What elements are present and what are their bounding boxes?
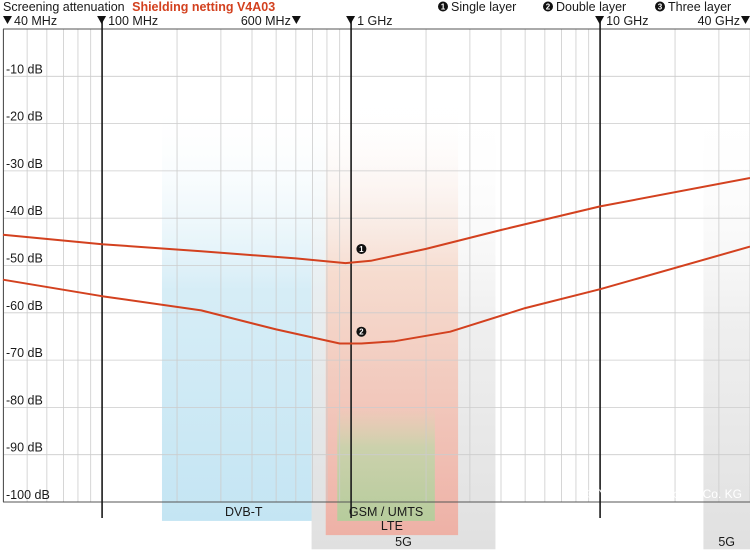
freq-label-1: 100 MHz <box>108 14 158 28</box>
legend-label-3: Three layer <box>668 0 731 14</box>
freq-label-5: 40 GHz <box>698 14 740 28</box>
band-label-3: GSM / UMTS <box>349 505 423 519</box>
series-marker-1 <box>356 243 367 254</box>
y-tick-label: -30 dB <box>6 157 43 171</box>
y-tick-label: -50 dB <box>6 252 43 266</box>
freq-marker-5 <box>741 16 750 24</box>
band-3 <box>337 407 435 521</box>
legend: 1 Single layer 2 Double layer 3 Three layer <box>438 0 731 14</box>
legend-label-1: Single layer <box>451 0 516 14</box>
series-line-2 <box>2 245 750 345</box>
freq-label-4: 10 GHz <box>606 14 648 28</box>
series-line-1 <box>2 177 750 265</box>
y-tick-label: -80 dB <box>6 393 43 407</box>
freq-label-0: 40 MHz <box>14 14 57 28</box>
y-tick-label: -20 dB <box>6 110 43 124</box>
series-marker-num-2: 2 <box>359 328 364 337</box>
legend-marker-3 <box>655 1 665 12</box>
band-4 <box>703 99 750 550</box>
y-tick-label: -60 dB <box>6 299 43 313</box>
freq-marker-0 <box>3 16 12 24</box>
frequency-bands <box>161 99 750 550</box>
y-tick-label: -70 dB <box>6 346 43 360</box>
freq-label-3: 1 GHz <box>357 14 392 28</box>
legend-label-2: Double layer <box>556 0 626 14</box>
legend-marker-1 <box>438 1 448 12</box>
copyright-notice: © YSHIELD GmbH & Co. KG <box>587 487 742 501</box>
band-0 <box>161 99 326 521</box>
band-label-4: 5G <box>718 535 735 549</box>
freq-marker-2 <box>291 16 301 24</box>
legend-num-3: 3 <box>658 3 663 12</box>
title-product: Shielding netting V4A03 <box>132 0 275 14</box>
legend-marker-2 <box>543 1 553 12</box>
series-marker-2 <box>356 326 367 337</box>
freq-label-2: 600 MHz <box>241 14 291 28</box>
y-tick-label: -10 dB <box>6 62 43 76</box>
frequency-labels: 40 MHz 100 MHz 600 MHz 1 GHz 10 GHz 40 GHz <box>3 14 750 28</box>
band-label-2: LTE <box>381 519 403 533</box>
series-marker-num-1: 1 <box>359 245 364 254</box>
svg-text:Screening attenuation Sh: Screening attenuation Shielding netting … <box>3 0 275 14</box>
band-label-0: DVB-T <box>225 505 263 519</box>
y-tick-label: -90 dB <box>6 441 43 455</box>
y-axis-ticks: -10 dB -20 dB -30 dB -40 dB -50 dB -60 dB -70 … <box>6 62 50 502</box>
legend-num-2: 2 <box>546 3 551 12</box>
freq-marker-1 <box>97 16 107 24</box>
chart-header: Screening attenuation Shielding netting … <box>3 0 750 28</box>
freq-marker-4 <box>595 16 605 24</box>
y-tick-label: -100 dB <box>6 488 50 502</box>
y-tick-label: -40 dB <box>6 204 43 218</box>
freq-marker-3 <box>346 16 356 24</box>
band-label-1: 5G <box>395 535 412 549</box>
series-layer: 12 <box>2 177 750 345</box>
legend-num-1: 1 <box>441 3 446 12</box>
title-prefix: Screening attenuation <box>3 0 125 14</box>
